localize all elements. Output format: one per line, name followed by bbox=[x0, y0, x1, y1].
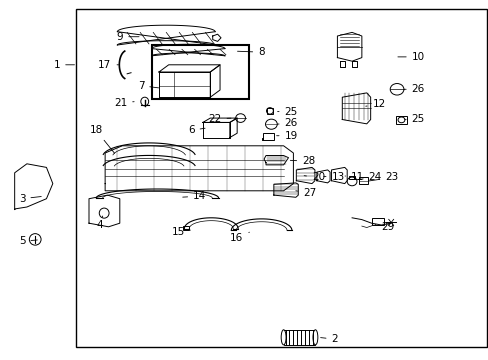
Text: 9: 9 bbox=[116, 32, 139, 42]
Text: 12: 12 bbox=[365, 99, 385, 109]
Text: 16: 16 bbox=[230, 232, 249, 243]
Text: 17: 17 bbox=[98, 60, 118, 70]
Bar bbox=[151, 45, 249, 99]
Text: 22: 22 bbox=[208, 114, 230, 124]
Bar bbox=[348, 176, 354, 179]
Text: 14: 14 bbox=[183, 191, 206, 201]
Text: 6: 6 bbox=[187, 125, 204, 135]
Bar bbox=[183, 226, 188, 230]
Ellipse shape bbox=[281, 330, 285, 345]
Text: 21: 21 bbox=[114, 98, 134, 108]
Text: 28: 28 bbox=[290, 156, 315, 166]
Text: 26: 26 bbox=[403, 84, 424, 94]
Bar bbox=[263, 133, 273, 140]
Text: 10: 10 bbox=[397, 52, 424, 62]
Text: 8: 8 bbox=[237, 47, 264, 57]
Bar bbox=[371, 218, 383, 225]
Text: 25: 25 bbox=[277, 107, 297, 117]
Text: 27: 27 bbox=[295, 188, 316, 198]
Text: 5: 5 bbox=[19, 236, 37, 246]
Text: 1: 1 bbox=[53, 60, 74, 70]
Text: 11: 11 bbox=[345, 172, 364, 183]
Text: 4: 4 bbox=[97, 216, 103, 230]
Bar bbox=[283, 330, 315, 345]
Text: 2: 2 bbox=[320, 334, 338, 344]
Bar bbox=[76, 9, 486, 347]
Text: 20: 20 bbox=[304, 172, 325, 183]
Text: 25: 25 bbox=[404, 114, 424, 124]
Text: 29: 29 bbox=[375, 222, 394, 232]
Ellipse shape bbox=[312, 330, 317, 345]
Text: 15: 15 bbox=[171, 227, 190, 237]
Text: 24: 24 bbox=[356, 172, 381, 183]
Text: 26: 26 bbox=[277, 118, 297, 129]
Text: 18: 18 bbox=[89, 125, 114, 153]
Bar bbox=[395, 116, 406, 124]
Text: 7: 7 bbox=[137, 81, 158, 91]
Text: 13: 13 bbox=[323, 172, 344, 183]
Text: 3: 3 bbox=[19, 194, 41, 204]
Text: 23: 23 bbox=[368, 172, 398, 183]
Bar bbox=[266, 108, 273, 114]
Text: 19: 19 bbox=[276, 131, 297, 141]
Bar bbox=[358, 177, 367, 184]
